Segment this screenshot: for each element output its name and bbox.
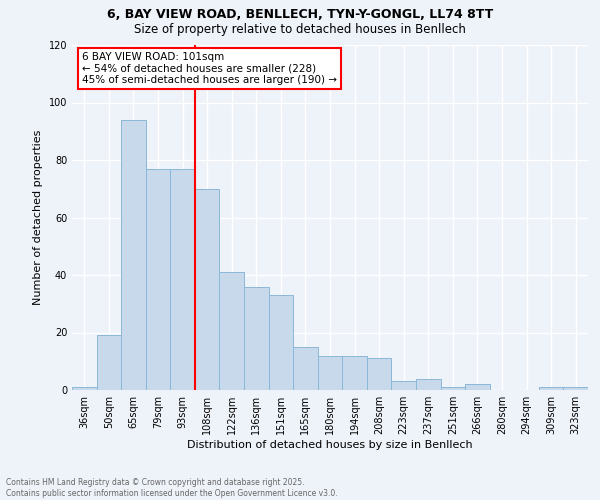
Bar [342, 356, 367, 390]
Bar [318, 356, 342, 390]
Text: Contains HM Land Registry data © Crown copyright and database right 2025.
Contai: Contains HM Land Registry data © Crown c… [6, 478, 338, 498]
Bar [244, 286, 269, 390]
Bar [465, 384, 490, 390]
Bar [146, 168, 170, 390]
Bar [367, 358, 391, 390]
X-axis label: Distribution of detached houses by size in Benllech: Distribution of detached houses by size … [187, 440, 473, 450]
Bar [170, 168, 195, 390]
Bar [539, 387, 563, 390]
Bar [72, 387, 97, 390]
Bar [269, 295, 293, 390]
Text: Size of property relative to detached houses in Benllech: Size of property relative to detached ho… [134, 22, 466, 36]
Bar [195, 188, 220, 390]
Bar [121, 120, 146, 390]
Text: 6 BAY VIEW ROAD: 101sqm
← 54% of detached houses are smaller (228)
45% of semi-d: 6 BAY VIEW ROAD: 101sqm ← 54% of detache… [82, 52, 337, 85]
Y-axis label: Number of detached properties: Number of detached properties [33, 130, 43, 305]
Bar [293, 347, 318, 390]
Bar [440, 387, 465, 390]
Text: 6, BAY VIEW ROAD, BENLLECH, TYN-Y-GONGL, LL74 8TT: 6, BAY VIEW ROAD, BENLLECH, TYN-Y-GONGL,… [107, 8, 493, 20]
Bar [563, 387, 588, 390]
Bar [97, 336, 121, 390]
Bar [391, 382, 416, 390]
Bar [220, 272, 244, 390]
Bar [416, 378, 440, 390]
